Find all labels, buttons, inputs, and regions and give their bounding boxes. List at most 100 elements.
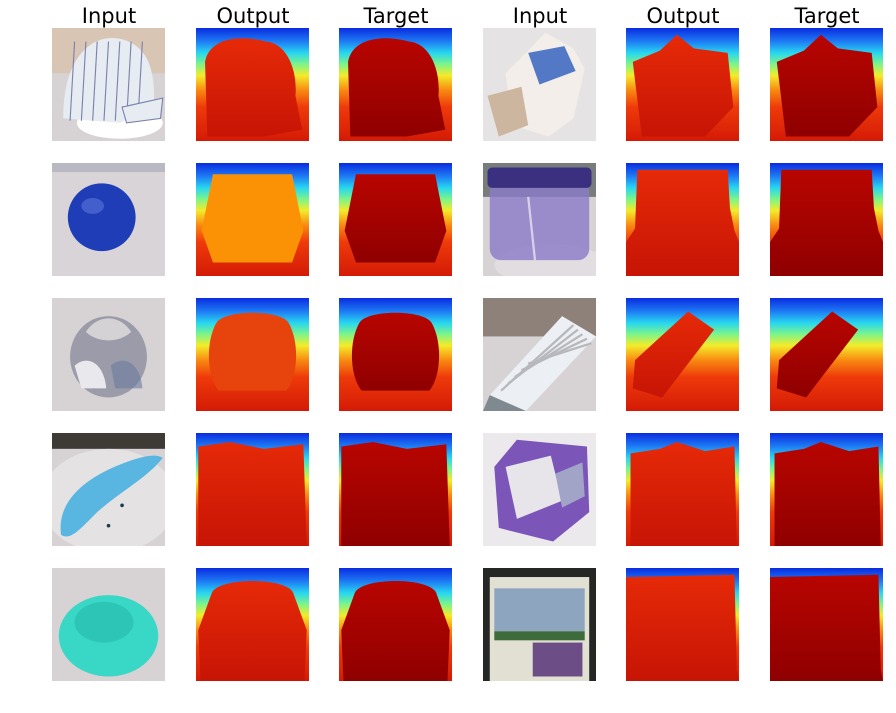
input-garlic-graphic <box>52 298 165 411</box>
output-cap-graphic <box>196 28 309 141</box>
target-image-row-3-left <box>339 298 452 411</box>
target-image-row-4-right <box>770 433 883 546</box>
input-sponge-graphic <box>52 568 165 681</box>
wall <box>52 433 165 449</box>
input-cap-graphic <box>52 28 165 141</box>
output-image-row-1-left <box>196 28 309 141</box>
target-garlic-graphic <box>339 298 452 411</box>
bag-print <box>528 46 576 85</box>
depth-object <box>770 574 883 681</box>
input-bag-graphic <box>483 28 596 141</box>
depth-object <box>632 34 734 137</box>
output-image-row-1-right <box>626 28 739 141</box>
target-image-row-1-left <box>339 28 452 141</box>
target-image-row-3-right <box>770 298 883 411</box>
cap-crown <box>63 37 155 123</box>
garlic-clove <box>110 360 143 389</box>
output-image-row-3-right <box>626 298 739 411</box>
input-package-graphic <box>483 433 596 546</box>
input-box-graphic <box>483 568 596 681</box>
keyboard-edge <box>483 395 526 411</box>
target-box-graphic <box>770 568 883 681</box>
depth-object <box>208 312 297 391</box>
depth-object <box>774 442 881 546</box>
output-image-row-4-right <box>626 433 739 546</box>
cap-stripe <box>92 41 98 121</box>
target-image-row-5-right <box>770 568 883 681</box>
output-ball-graphic <box>196 163 309 276</box>
column-header-target-left: Target <box>363 4 429 28</box>
box-label <box>532 642 583 677</box>
input-banana-graphic <box>52 433 165 546</box>
depth-object <box>344 174 447 263</box>
depth-object <box>626 169 739 276</box>
input-image-row-1-right <box>483 28 596 141</box>
output-image-row-4-left <box>196 433 309 546</box>
table-dot <box>106 523 111 528</box>
box-stripe <box>494 631 585 641</box>
keyboard-body <box>489 316 596 411</box>
input-image-row-1-left <box>52 28 165 141</box>
box-artwork <box>494 588 585 632</box>
cap-stripe <box>80 41 87 121</box>
bag-corner <box>487 86 529 137</box>
input-image-row-3-right <box>483 298 596 411</box>
output-image-row-3-left <box>196 298 309 411</box>
package-window <box>555 462 585 508</box>
depth-object <box>201 174 304 263</box>
target-banana-graphic <box>339 433 452 546</box>
depth-object <box>341 580 450 681</box>
sponge-shade <box>74 601 134 643</box>
input-image-row-4-left <box>52 433 165 546</box>
jar-body <box>489 181 590 261</box>
depth-object <box>626 574 739 681</box>
depth-object <box>776 34 878 137</box>
depth-object <box>341 442 450 546</box>
depth-object <box>770 169 883 276</box>
target-ball-graphic <box>339 163 452 276</box>
output-box-graphic <box>626 568 739 681</box>
input-image-row-5-left <box>52 568 165 681</box>
package-label <box>505 455 563 519</box>
input-ball-graphic <box>52 163 165 276</box>
input-keyboard-graphic <box>483 298 596 411</box>
column-header-target-right: Target <box>794 4 860 28</box>
jar-lid <box>487 167 592 188</box>
target-cap-graphic <box>339 28 452 141</box>
column-header-input-left: Input <box>81 4 137 28</box>
input-image-row-3-left <box>52 298 165 411</box>
output-jar-graphic <box>626 163 739 276</box>
target-image-row-1-right <box>770 28 883 141</box>
column-header-input-right: Input <box>512 4 568 28</box>
jar-glare <box>527 196 537 261</box>
cap-brim <box>121 97 164 124</box>
target-image-row-2-right <box>770 163 883 276</box>
output-garlic-graphic <box>196 298 309 411</box>
garlic-clove <box>74 360 107 389</box>
cap-stripe <box>114 41 121 121</box>
keyboard-keys <box>527 342 592 365</box>
target-image-row-2-left <box>339 163 452 276</box>
depth-object <box>198 442 307 546</box>
target-package-graphic <box>770 433 883 546</box>
depth-object <box>348 38 446 137</box>
target-sponge-graphic <box>339 568 452 681</box>
output-image-row-5-left <box>196 568 309 681</box>
column-header-output-right: Output <box>646 4 720 28</box>
column-header-output-left: Output <box>216 4 290 28</box>
keyboard-keys <box>514 333 584 379</box>
target-image-row-4-left <box>339 433 452 546</box>
target-keyboard-graphic <box>770 298 883 411</box>
output-sponge-graphic <box>196 568 309 681</box>
output-image-row-2-right <box>626 163 739 276</box>
cap-stripe <box>69 41 76 121</box>
output-image-row-5-right <box>626 568 739 681</box>
output-bag-graphic <box>626 28 739 141</box>
target-bag-graphic <box>770 28 883 141</box>
target-jar-graphic <box>770 163 883 276</box>
output-package-graphic <box>626 433 739 546</box>
input-image-row-2-left <box>52 163 165 276</box>
garlic-top <box>85 318 132 341</box>
banana <box>60 455 163 537</box>
depth-object <box>205 38 303 137</box>
